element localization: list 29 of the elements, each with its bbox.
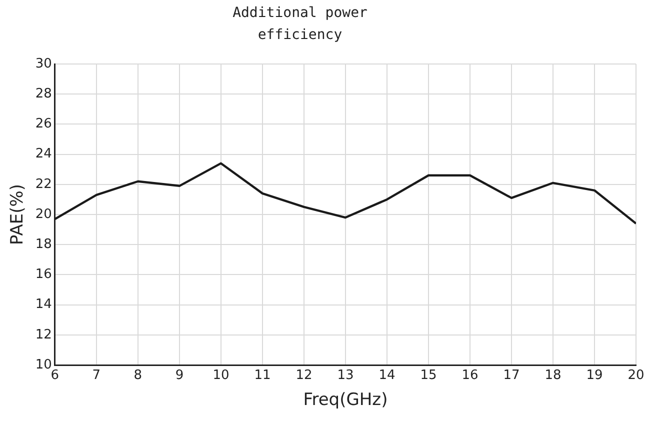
x-tick-label: 6 xyxy=(50,368,60,384)
y-tick-label: 10 xyxy=(35,357,52,372)
y-tick-label: 28 xyxy=(35,86,52,102)
x-tick-label: 20 xyxy=(628,368,644,384)
x-axis-title: Freq(GHz) xyxy=(303,390,388,410)
y-tick-label: 22 xyxy=(35,176,52,192)
y-tick-label: 14 xyxy=(35,297,52,312)
y-tick-label: 30 xyxy=(35,56,52,72)
x-tick-label: 18 xyxy=(544,368,562,384)
y-tick-label: 18 xyxy=(35,236,52,252)
x-tick-label: 13 xyxy=(337,368,354,384)
x-tick-label: 8 xyxy=(134,368,142,384)
x-tick-label: 9 xyxy=(175,368,184,384)
y-tick-label: 16 xyxy=(35,267,52,282)
x-tick-label: 19 xyxy=(586,368,603,384)
x-tick-label: 15 xyxy=(420,368,437,384)
x-tick-label: 16 xyxy=(462,368,478,384)
x-tick-label: 12 xyxy=(296,368,312,384)
y-tick-label: 20 xyxy=(35,206,52,222)
y-tick-label: 12 xyxy=(35,327,52,342)
y-tick-label: 26 xyxy=(35,116,52,132)
x-tick-label: 11 xyxy=(254,368,271,384)
chart-title: Additional power efficiency xyxy=(232,4,368,45)
x-tick-label: 14 xyxy=(378,368,396,384)
y-axis-title: PAE(%) xyxy=(8,184,28,245)
y-tick-label: 24 xyxy=(35,146,52,162)
x-tick-label: 17 xyxy=(503,368,520,384)
x-tick-label: 10 xyxy=(212,368,230,384)
x-tick-label: 7 xyxy=(92,368,101,384)
